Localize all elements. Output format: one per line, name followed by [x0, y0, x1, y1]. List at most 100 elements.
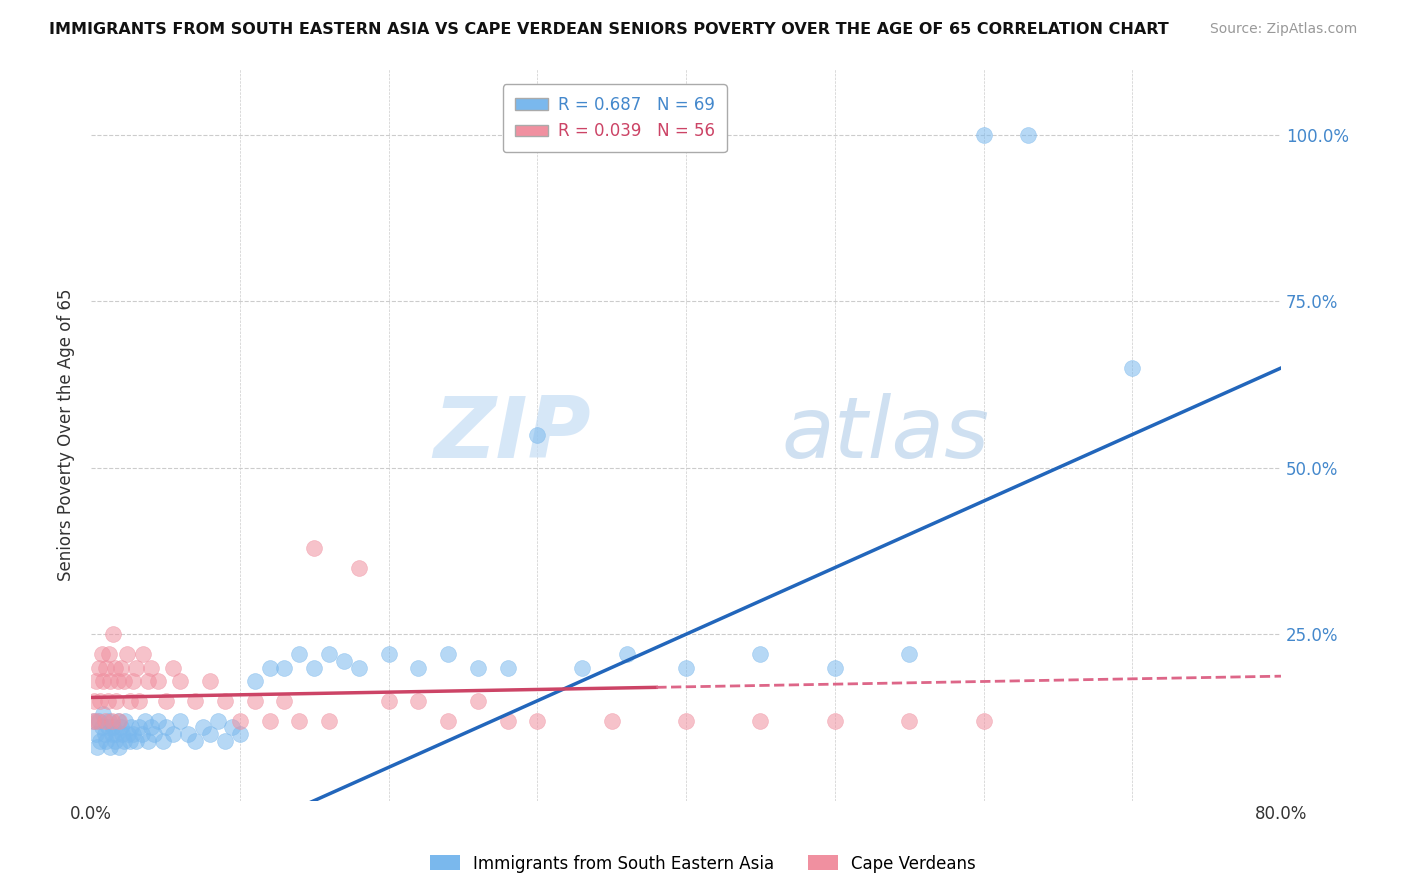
Point — [89, 733, 111, 747]
Point — [118, 694, 141, 708]
Point — [198, 673, 221, 688]
Point — [103, 627, 125, 641]
Point — [191, 720, 214, 734]
Point — [675, 714, 697, 728]
Point — [117, 727, 139, 741]
Point — [408, 660, 430, 674]
Point — [302, 660, 325, 674]
Point — [120, 720, 142, 734]
Legend: R = 0.687   N = 69, R = 0.039   N = 56: R = 0.687 N = 69, R = 0.039 N = 56 — [503, 84, 727, 152]
Point — [110, 660, 132, 674]
Point — [125, 733, 148, 747]
Point — [824, 660, 846, 674]
Point — [115, 647, 138, 661]
Point — [526, 714, 548, 728]
Point — [600, 714, 623, 728]
Point — [84, 727, 107, 741]
Point — [89, 694, 111, 708]
Point — [136, 673, 159, 688]
Point — [98, 714, 121, 728]
Text: IMMIGRANTS FROM SOUTH EASTERN ASIA VS CAPE VERDEAN SENIORS POVERTY OVER THE AGE : IMMIGRANTS FROM SOUTH EASTERN ASIA VS CA… — [49, 22, 1168, 37]
Point — [152, 733, 174, 747]
Point — [96, 694, 118, 708]
Point — [616, 647, 638, 661]
Point — [824, 714, 846, 728]
Point — [121, 727, 143, 741]
Point — [408, 694, 430, 708]
Point — [467, 694, 489, 708]
Point — [125, 660, 148, 674]
Point — [214, 694, 236, 708]
Point — [90, 647, 112, 661]
Point — [288, 714, 311, 728]
Point — [83, 714, 105, 728]
Point — [214, 733, 236, 747]
Point — [142, 727, 165, 741]
Point — [333, 654, 356, 668]
Point — [243, 673, 266, 688]
Point — [496, 660, 519, 674]
Point — [146, 714, 169, 728]
Point — [526, 427, 548, 442]
Point — [104, 660, 127, 674]
Point — [169, 673, 191, 688]
Point — [91, 707, 114, 722]
Text: atlas: atlas — [782, 393, 990, 476]
Point — [184, 733, 207, 747]
Point — [101, 727, 124, 741]
Point — [91, 673, 114, 688]
Point — [112, 733, 135, 747]
Point — [107, 714, 129, 728]
Point — [749, 647, 772, 661]
Point — [377, 647, 399, 661]
Point — [973, 128, 995, 142]
Point — [898, 647, 921, 661]
Point — [146, 673, 169, 688]
Point — [318, 714, 340, 728]
Point — [467, 660, 489, 674]
Point — [1121, 361, 1143, 376]
Point — [98, 647, 121, 661]
Point — [93, 727, 115, 741]
Text: Source: ZipAtlas.com: Source: ZipAtlas.com — [1209, 22, 1357, 37]
Point — [83, 694, 105, 708]
Point — [1017, 128, 1039, 142]
Point — [273, 694, 295, 708]
Point — [139, 720, 162, 734]
Point — [107, 673, 129, 688]
Point — [177, 727, 200, 741]
Point — [86, 740, 108, 755]
Point — [94, 733, 117, 747]
Point — [207, 714, 229, 728]
Point — [121, 673, 143, 688]
Point — [437, 714, 460, 728]
Point — [139, 660, 162, 674]
Point — [318, 647, 340, 661]
Point — [84, 673, 107, 688]
Point — [131, 727, 153, 741]
Point — [198, 727, 221, 741]
Point — [136, 733, 159, 747]
Point — [90, 720, 112, 734]
Point — [132, 647, 155, 661]
Point — [273, 660, 295, 674]
Point — [229, 727, 252, 741]
Point — [101, 714, 124, 728]
Point — [302, 541, 325, 555]
Point — [259, 714, 281, 728]
Point — [571, 660, 593, 674]
Point — [103, 720, 125, 734]
Point — [347, 560, 370, 574]
Point — [87, 714, 110, 728]
Point — [87, 660, 110, 674]
Point — [243, 694, 266, 708]
Point — [108, 740, 131, 755]
Point — [114, 714, 136, 728]
Point — [128, 720, 150, 734]
Point — [162, 660, 184, 674]
Point — [111, 727, 134, 741]
Point — [184, 694, 207, 708]
Point — [169, 714, 191, 728]
Point — [437, 647, 460, 661]
Point — [100, 673, 122, 688]
